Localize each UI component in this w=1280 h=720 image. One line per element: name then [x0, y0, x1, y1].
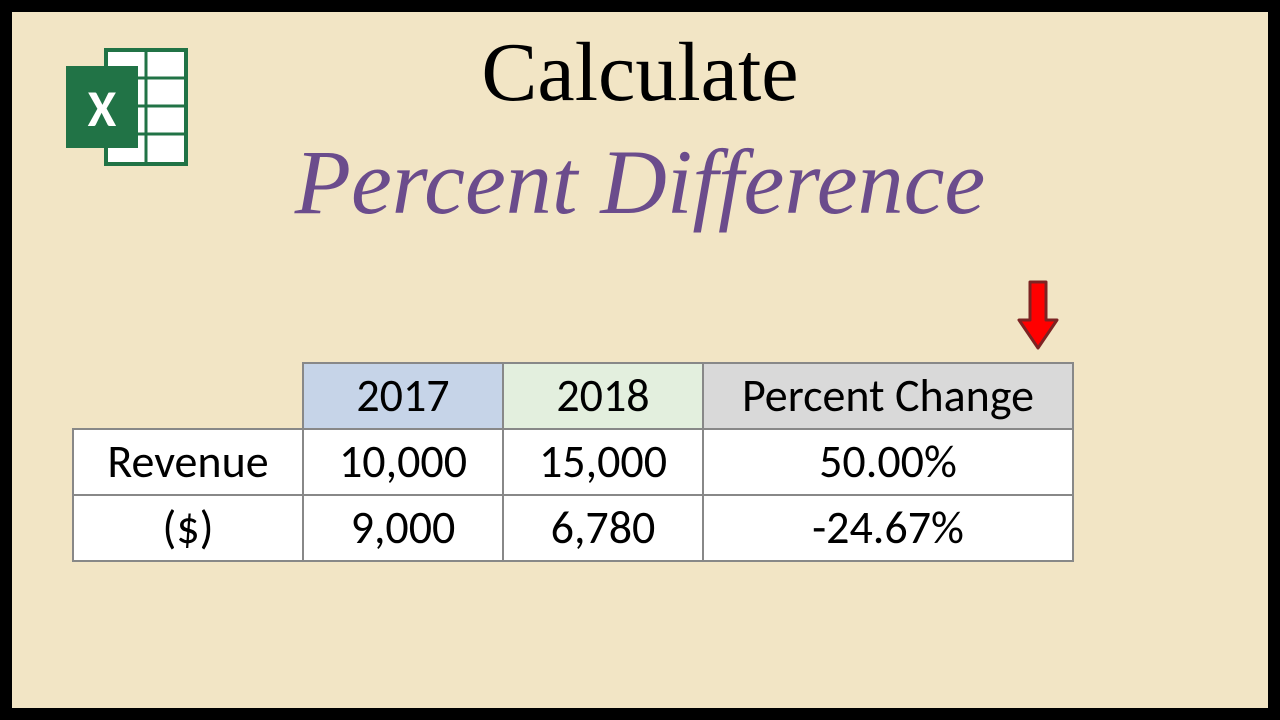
title-block: Calculate Percent Difference — [12, 27, 1268, 238]
col-header-2017: 2017 — [303, 363, 503, 429]
cell-2017-r1: 10,000 — [303, 429, 503, 495]
table-header-row: 2017 2018 Percent Change — [73, 363, 1073, 429]
row-label-revenue: Revenue — [73, 429, 303, 495]
percent-change-table: 2017 2018 Percent Change Revenue 10,000 … — [72, 362, 1074, 562]
content-panel: X Calculate Percent Difference 2017 2018… — [12, 12, 1268, 708]
table-corner-empty — [73, 363, 303, 429]
col-header-percent-change: Percent Change — [703, 363, 1073, 429]
title-line-calculate: Calculate — [12, 27, 1268, 119]
cell-2018-r2: 6,780 — [503, 495, 703, 561]
outer-frame: X Calculate Percent Difference 2017 2018… — [0, 0, 1280, 720]
table-row: ($) 9,000 6,780 -24.67% — [73, 495, 1073, 561]
cell-2018-r1: 15,000 — [503, 429, 703, 495]
down-arrow-icon — [1017, 280, 1059, 355]
table-row: Revenue 10,000 15,000 50.00% — [73, 429, 1073, 495]
row-label-dollars: ($) — [73, 495, 303, 561]
cell-pct-r1: 50.00% — [703, 429, 1073, 495]
cell-pct-r2: -24.67% — [703, 495, 1073, 561]
cell-2017-r2: 9,000 — [303, 495, 503, 561]
title-line-percent-difference: Percent Difference — [12, 127, 1268, 237]
col-header-2018: 2018 — [503, 363, 703, 429]
